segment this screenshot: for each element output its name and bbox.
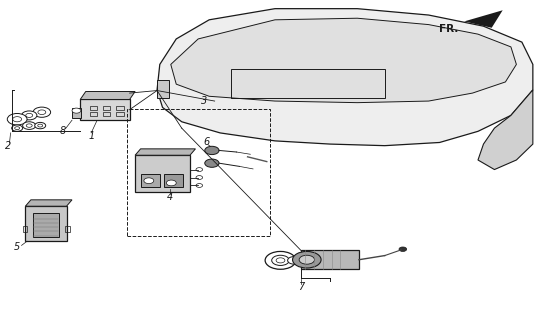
Bar: [65, 226, 70, 232]
Polygon shape: [135, 149, 195, 155]
Text: FR.: FR.: [439, 24, 459, 34]
Circle shape: [205, 146, 219, 155]
Bar: [157, 80, 169, 98]
Polygon shape: [157, 9, 533, 146]
Circle shape: [12, 125, 23, 131]
Bar: [90, 112, 97, 116]
Bar: [72, 108, 81, 118]
Circle shape: [144, 178, 154, 184]
Circle shape: [26, 124, 32, 127]
Bar: [135, 155, 190, 192]
Text: 4: 4: [167, 192, 173, 202]
Circle shape: [293, 252, 321, 268]
Bar: [80, 100, 130, 120]
Circle shape: [299, 255, 315, 264]
Circle shape: [15, 127, 20, 130]
Polygon shape: [478, 90, 533, 170]
Bar: [127, 109, 270, 236]
Polygon shape: [464, 10, 503, 28]
Circle shape: [265, 252, 296, 269]
Circle shape: [13, 116, 21, 122]
Bar: [301, 251, 359, 269]
Polygon shape: [170, 18, 516, 103]
Circle shape: [205, 159, 219, 167]
Circle shape: [272, 255, 289, 266]
Bar: [141, 174, 161, 187]
Bar: [116, 112, 124, 116]
Text: 3: 3: [201, 96, 207, 106]
Bar: [103, 106, 111, 110]
Circle shape: [276, 258, 285, 263]
Circle shape: [35, 123, 46, 129]
Circle shape: [288, 257, 301, 264]
Circle shape: [196, 184, 202, 188]
Circle shape: [196, 168, 202, 172]
Polygon shape: [80, 92, 135, 100]
Text: 5: 5: [14, 242, 20, 252]
Text: 7: 7: [298, 283, 305, 292]
Text: 2: 2: [6, 141, 12, 151]
Bar: [116, 106, 124, 110]
Bar: [90, 106, 97, 110]
Bar: [103, 112, 111, 116]
Bar: [231, 69, 384, 98]
Circle shape: [21, 111, 37, 120]
Circle shape: [399, 247, 406, 252]
Polygon shape: [25, 200, 72, 206]
Bar: [32, 213, 59, 237]
Bar: [164, 174, 183, 187]
Circle shape: [38, 110, 46, 115]
Circle shape: [38, 124, 43, 127]
Circle shape: [166, 180, 176, 186]
Circle shape: [7, 114, 27, 125]
Circle shape: [33, 107, 51, 117]
Text: 1: 1: [88, 131, 95, 141]
Circle shape: [23, 122, 36, 129]
Bar: [23, 226, 27, 232]
Text: 8: 8: [59, 126, 66, 136]
Bar: [25, 206, 67, 241]
Circle shape: [196, 176, 202, 180]
Circle shape: [72, 108, 81, 113]
Circle shape: [26, 113, 32, 117]
Text: 6: 6: [204, 137, 210, 147]
